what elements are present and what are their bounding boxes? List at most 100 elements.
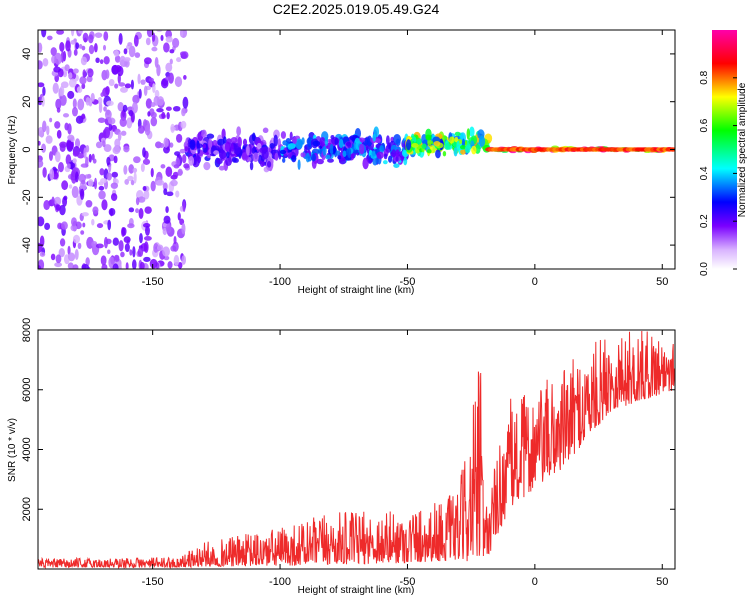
- heatmap-cell: [62, 71, 68, 78]
- heatmap-cell: [137, 125, 145, 134]
- heatmap-cell: [87, 68, 94, 78]
- heatmap-cell: [117, 102, 124, 112]
- heatmap-cell: [127, 42, 133, 47]
- heatmap-cell: [59, 143, 66, 152]
- heatmap-cell: [67, 252, 76, 262]
- snr-y-tick-label: 2000: [21, 497, 33, 521]
- heatmap-cell: [72, 68, 79, 74]
- heatmap-cell: [144, 124, 151, 136]
- heatmap-cell: [107, 219, 112, 231]
- heatmap-cell: [156, 64, 161, 77]
- heatmap-cell: [77, 242, 82, 249]
- heatmap-cell: [319, 136, 326, 147]
- colorbar-gradient: [712, 30, 737, 269]
- heatmap-cell: [140, 79, 146, 85]
- heatmap-cell: [106, 172, 112, 181]
- heatmap-cell: [273, 134, 278, 147]
- heatmap-cell: [49, 168, 55, 181]
- heatmap-cell: [70, 217, 77, 227]
- heatmap-cell: [124, 83, 132, 89]
- heatmap-cell: [68, 184, 73, 189]
- heatmap-cell: [54, 262, 63, 268]
- heatmap-cell: [111, 171, 119, 178]
- heatmap-cell: [478, 135, 486, 147]
- spectrogram-x-tick-label: 50: [656, 276, 668, 288]
- heatmap-cell: [103, 236, 108, 249]
- heatmap-cell: [338, 138, 344, 149]
- heatmap-cell: [388, 155, 393, 163]
- heatmap-cell: [176, 57, 182, 63]
- heatmap-cell: [464, 145, 471, 154]
- heatmap-cell: [145, 225, 150, 236]
- heatmap-cell: [38, 216, 45, 227]
- heatmap-cell: [165, 166, 173, 177]
- heatmap-cell: [376, 151, 384, 159]
- heatmap-cell: [143, 57, 152, 65]
- heatmap-cell: [49, 117, 53, 123]
- heatmap-cell: [168, 72, 174, 84]
- heatmap-cell: [80, 188, 85, 201]
- heatmap-cell: [118, 240, 124, 252]
- heatmap-cell: [175, 133, 183, 143]
- heatmap-cell: [301, 137, 305, 145]
- heatmap-cell: [181, 222, 186, 235]
- heatmap-cell: [118, 32, 123, 45]
- heatmap-cell: [70, 224, 78, 232]
- heatmap-cell: [206, 133, 215, 139]
- heatmap-cell: [165, 62, 173, 73]
- heatmap-cell: [246, 144, 250, 156]
- heatmap-cell: [226, 151, 230, 159]
- heatmap-cell: [74, 171, 79, 183]
- heatmap-cell: [42, 57, 49, 67]
- heatmap-cell: [70, 40, 76, 45]
- heatmap-cell: [148, 77, 154, 83]
- heatmap-cell: [172, 241, 179, 252]
- heatmap-cell: [77, 98, 85, 111]
- heatmap-cell: [183, 75, 187, 80]
- heatmap-cell: [43, 199, 51, 211]
- heatmap-cell: [90, 92, 95, 103]
- heatmap-cell: [137, 196, 146, 203]
- heatmap-cell: [54, 121, 61, 129]
- heatmap-cell: [181, 51, 189, 59]
- heatmap-cell: [156, 244, 164, 252]
- heatmap-cell: [38, 159, 44, 168]
- heatmap-cell: [95, 57, 100, 64]
- heatmap-cell: [113, 49, 119, 57]
- spectrogram-y-tick-label: -20: [21, 189, 33, 205]
- heatmap-cell: [142, 147, 146, 158]
- heatmap-cell: [103, 106, 107, 112]
- heatmap-cell: [163, 145, 170, 154]
- heatmap-cell: [59, 94, 67, 106]
- heatmap-cell: [124, 178, 130, 185]
- heatmap-cell: [454, 136, 459, 143]
- snr-y-tick-label: 4000: [21, 437, 33, 461]
- heatmap-cell: [163, 137, 169, 148]
- heatmap-cell: [127, 175, 134, 182]
- heatmap-cell: [123, 48, 128, 55]
- colorbar-tick-label: 0.2: [699, 214, 710, 228]
- heatmap-cell: [173, 164, 180, 169]
- heatmap-cell: [453, 147, 458, 157]
- heatmap-cell: [67, 134, 75, 141]
- heatmap-cell: [87, 173, 92, 179]
- heatmap-cell: [367, 135, 373, 147]
- heatmap-cell: [91, 241, 98, 248]
- heatmap-cell: [120, 130, 127, 136]
- heatmap-cell: [38, 82, 45, 88]
- spectrogram-x-label: Height of straight line (km): [298, 285, 415, 296]
- heatmap-cell: [114, 55, 121, 63]
- heatmap-cell: [382, 160, 388, 165]
- heatmap-cell: [128, 164, 135, 174]
- spectrogram-panel: -150 -100 -50 0 50 -40 -20 0 20 40 Height of str…: [7, 29, 676, 296]
- heatmap-cell: [274, 152, 279, 161]
- heatmap-cell: [459, 144, 466, 150]
- heatmap-cell: [108, 123, 113, 131]
- heatmap-cell: [145, 98, 153, 109]
- heatmap-cell: [56, 107, 61, 113]
- snr-y-tick-label: 8000: [21, 318, 33, 342]
- heatmap-cell: [173, 235, 177, 245]
- heatmap-cell: [82, 32, 89, 43]
- heatmap-cell: [121, 227, 127, 236]
- heatmap-cell: [123, 145, 130, 153]
